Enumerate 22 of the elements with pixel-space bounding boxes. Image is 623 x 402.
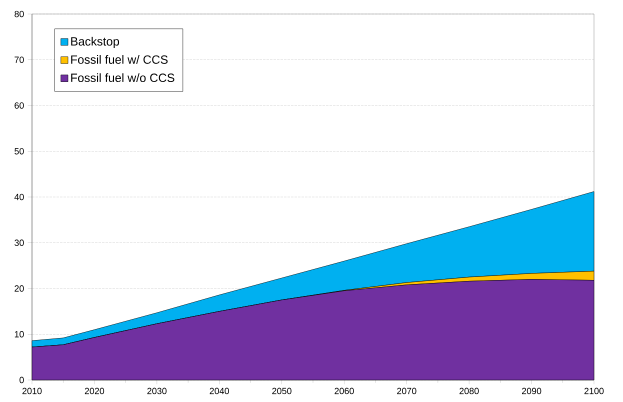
x-tick-label: 2080	[460, 388, 479, 394]
y-tick-label: 10	[14, 331, 24, 338]
x-tick-label: 2100	[584, 388, 604, 394]
y-tick-label: 80	[14, 10, 24, 18]
y-tick-label: 60	[14, 102, 24, 109]
y-tick-label: 0	[20, 376, 24, 384]
x-tick-label: 2050	[272, 388, 292, 394]
x-tick-label: 2060	[334, 388, 354, 394]
x-tick-label: 2070	[397, 388, 416, 394]
legend-label: Fossil fuel w/o CCS	[71, 73, 174, 82]
y-tick-label: 30	[14, 240, 24, 246]
legend-label: Fossil fuel w/ CCS	[71, 55, 168, 64]
legend-label: Backstop	[71, 36, 120, 48]
x-tick-label: 2010	[22, 388, 42, 394]
x-tick-label: 2030	[147, 388, 167, 394]
y-tick-label: 20	[14, 285, 24, 292]
y-tick-label: 50	[14, 148, 24, 154]
x-tick-label: 2020	[84, 388, 104, 394]
x-tick-label: 2040	[210, 388, 229, 394]
y-tick-label: 70	[14, 56, 24, 63]
x-tick-label: 2090	[522, 388, 542, 394]
y-tick-label: 40	[14, 194, 24, 200]
